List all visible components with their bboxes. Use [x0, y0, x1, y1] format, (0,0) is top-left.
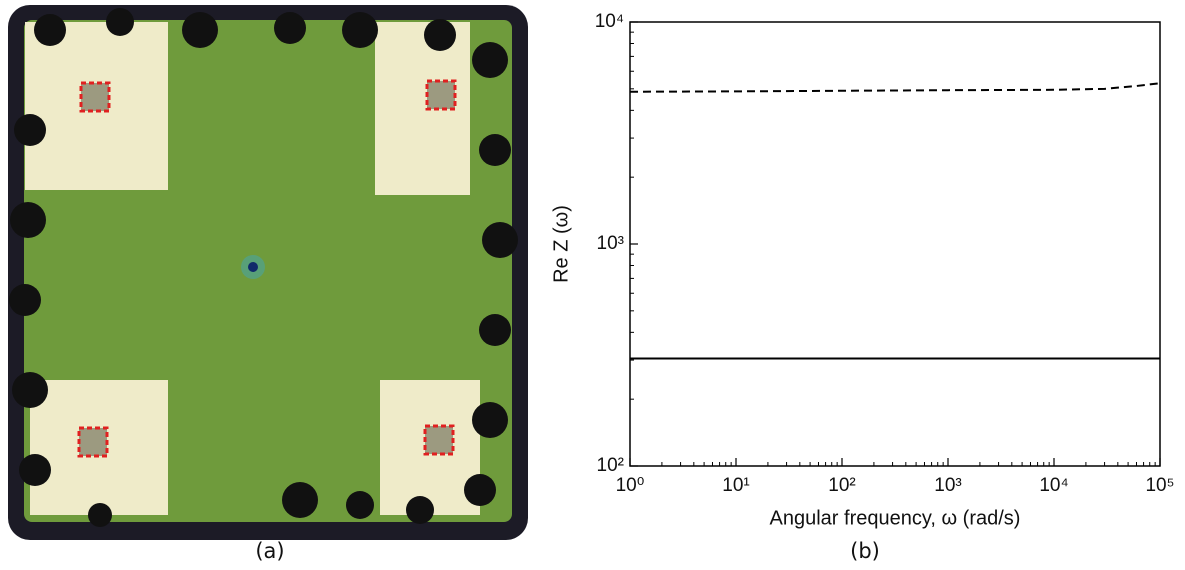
x-tick-label: 10¹: [722, 475, 749, 496]
x-tick-label: 10⁵: [1145, 475, 1174, 496]
figure: (a) (b) Angular frequency, ω (rad/s) Re …: [0, 0, 1185, 570]
page: {"captions": ["(a)", "(b)"], "chart_data…: [0, 0, 1185, 570]
x-tick-label: 10³: [934, 475, 961, 496]
caption: (a): [255, 539, 284, 563]
x-tick-label: 10⁰: [616, 475, 645, 496]
y-tick-label: 10⁴: [595, 11, 624, 32]
line: [630, 83, 1160, 92]
photo: [8, 5, 528, 540]
plot-frame: [630, 22, 1160, 466]
y-tick-label: 10²: [597, 455, 624, 476]
x-axis-label: Angular frequency, ω (rad/s): [770, 507, 1021, 529]
x-tick-label: 10⁴: [1039, 475, 1068, 496]
y-tick-label: 10³: [597, 233, 624, 254]
y-axis-label: Re Z (ω): [550, 205, 572, 283]
caption: (b): [850, 539, 880, 563]
x-tick-label: 10²: [828, 475, 855, 496]
